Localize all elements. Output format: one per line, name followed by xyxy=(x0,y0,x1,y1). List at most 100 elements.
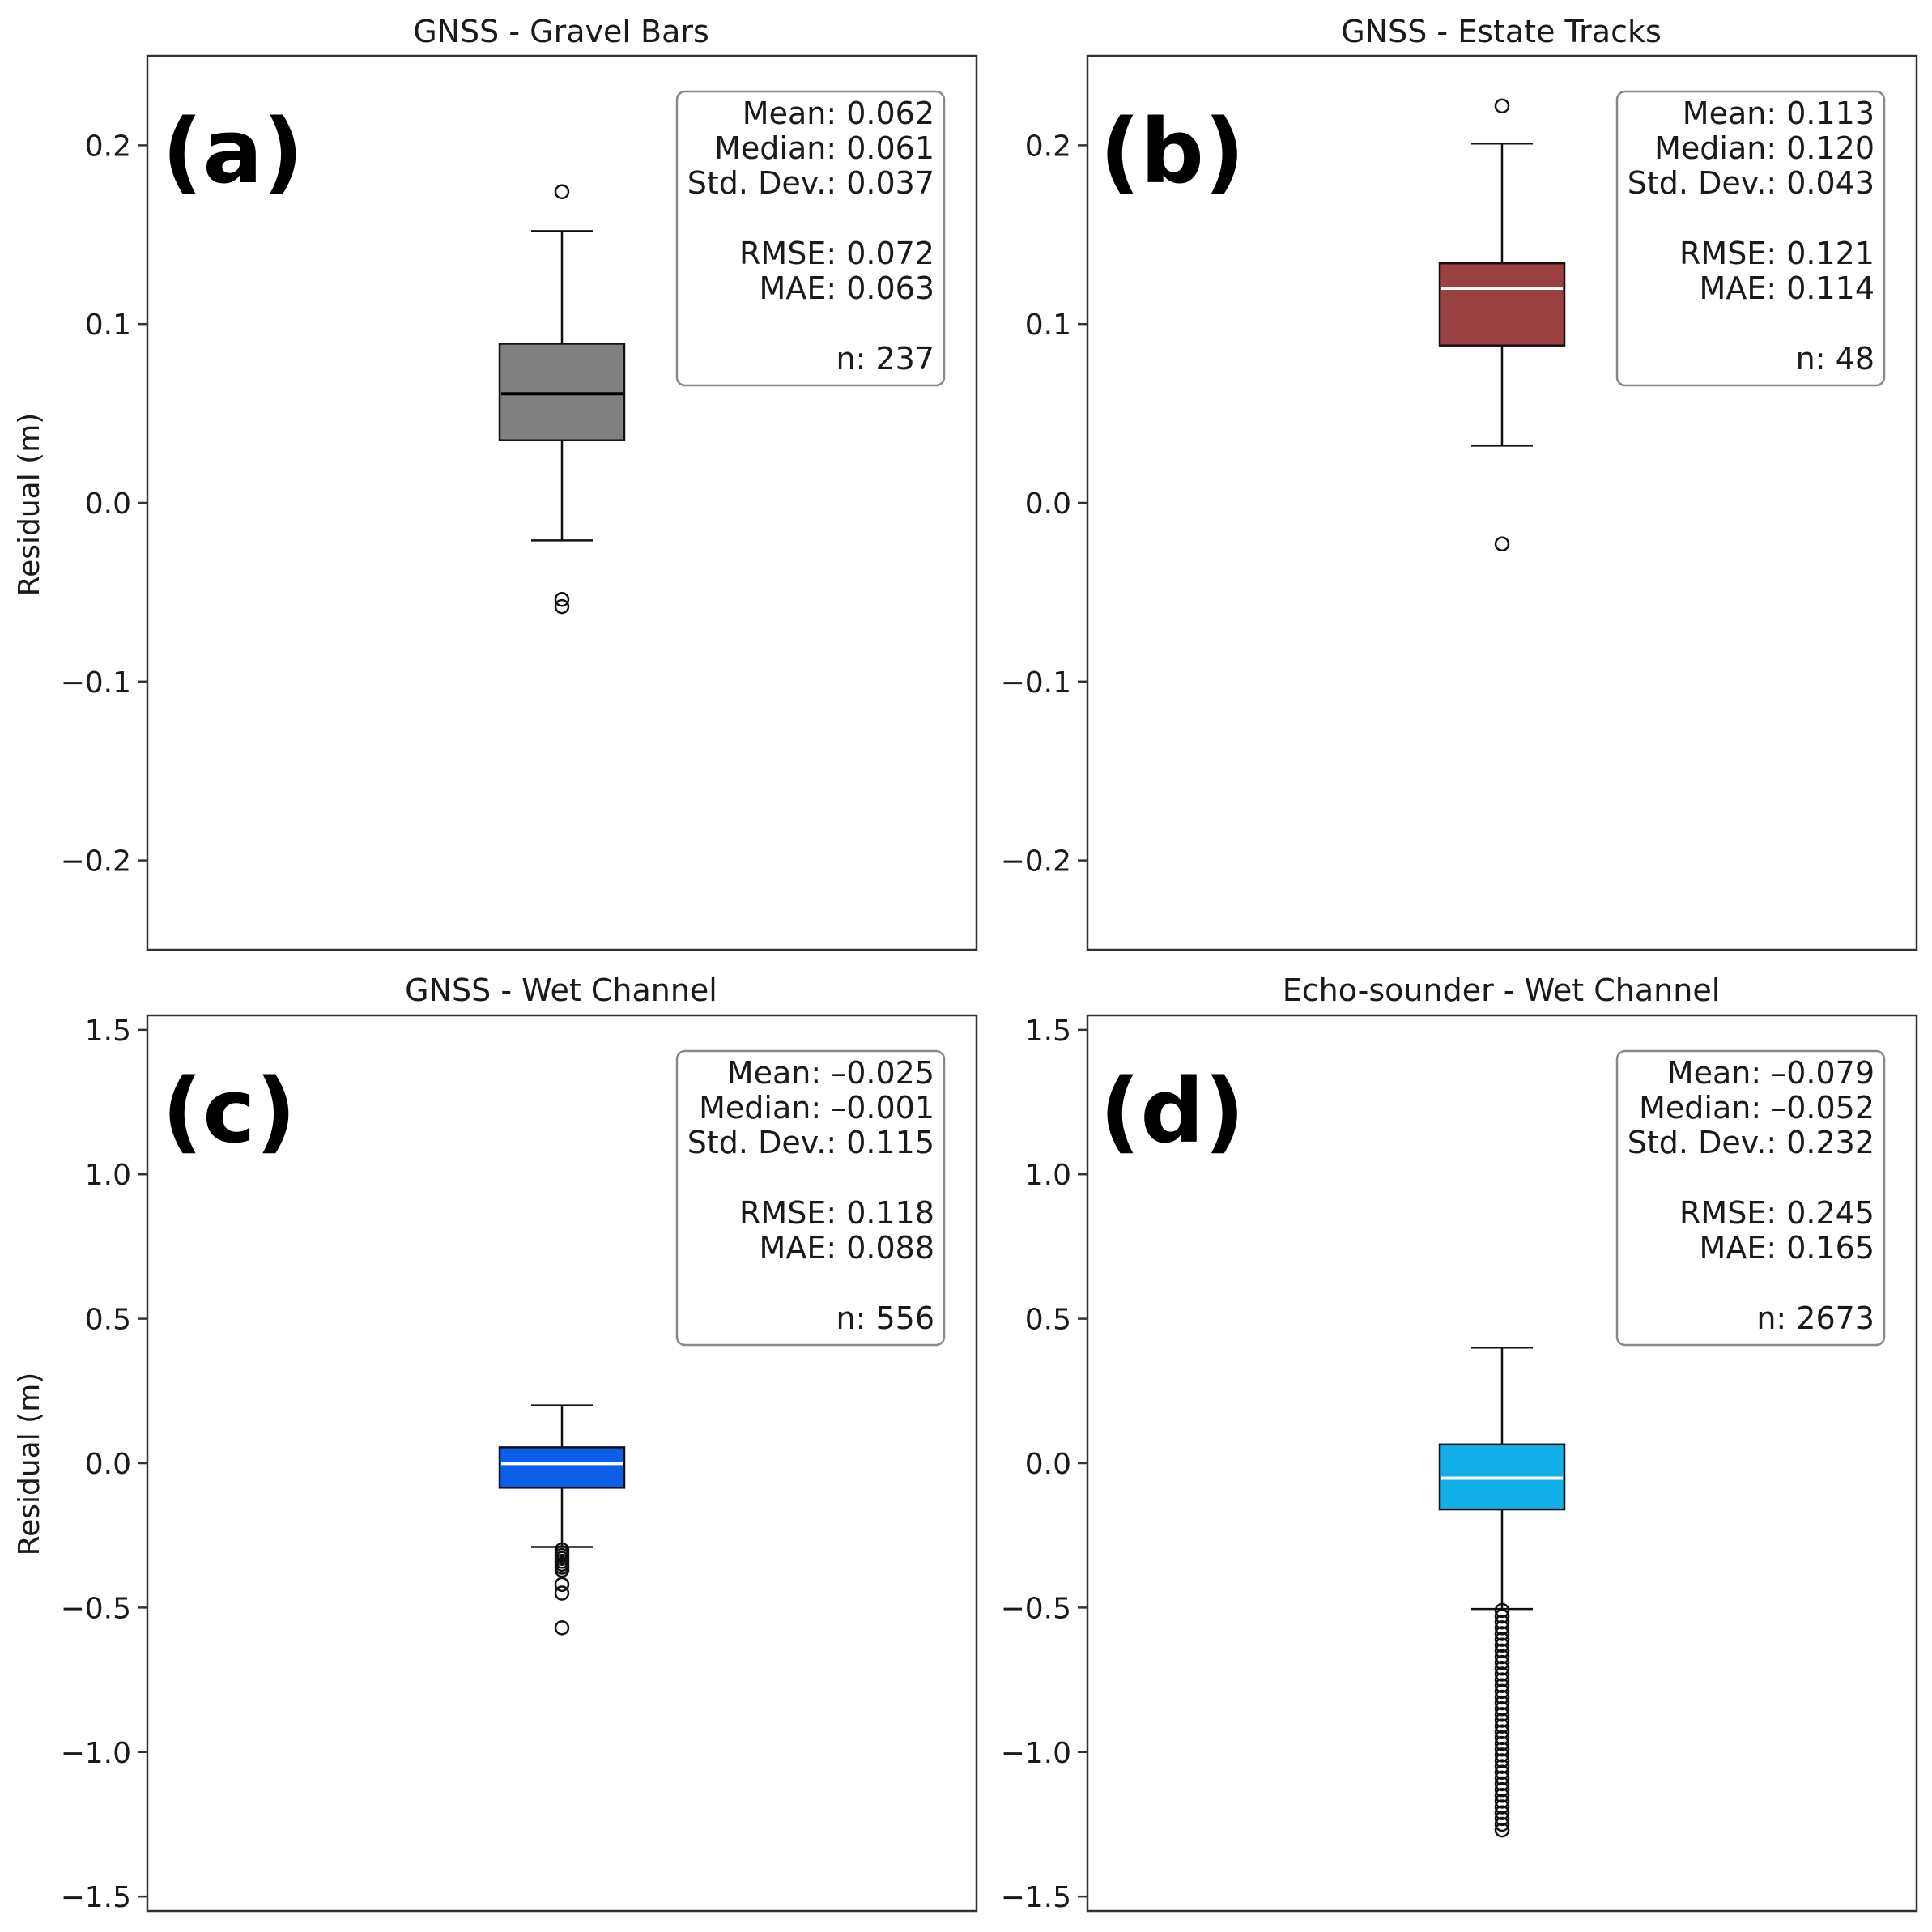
outlier-point xyxy=(1494,1735,1510,1751)
stats-n: n: 237 xyxy=(836,341,935,377)
y-axis-label: Residual (m) xyxy=(13,413,46,597)
outlier-point xyxy=(1494,1707,1510,1722)
outlier-point xyxy=(1494,1794,1510,1809)
outlier-point xyxy=(1494,1602,1510,1619)
outlier-point xyxy=(1494,1764,1510,1780)
stats-mean: Mean: 0.062 xyxy=(743,96,934,131)
outlier-point xyxy=(1494,1632,1510,1647)
outlier-point xyxy=(1494,1683,1510,1700)
outlier-point xyxy=(554,1620,570,1636)
panel-label: (c) xyxy=(162,1059,296,1163)
outlier-point xyxy=(1494,1776,1510,1792)
y-tick-label: −0.5 xyxy=(1001,1592,1071,1625)
outlier-point xyxy=(1494,1643,1510,1659)
stats-n: n: 556 xyxy=(836,1300,935,1336)
outlier-point xyxy=(1494,1678,1510,1693)
y-tick-label: 0.0 xyxy=(85,1448,131,1481)
stats-std-dev: Std. Dev.: 0.043 xyxy=(1628,165,1875,201)
outlier-point xyxy=(1494,1747,1510,1763)
stats-mean: Mean: –0.025 xyxy=(727,1055,934,1091)
panel-title: GNSS - Wet Channel xyxy=(405,972,717,1008)
stats-std-dev: Std. Dev.: 0.037 xyxy=(687,165,934,201)
stats-median: Median: 0.061 xyxy=(714,130,934,166)
iqr-box xyxy=(1438,262,1566,347)
y-tick-label: −0.2 xyxy=(1001,845,1071,879)
y-tick-label: 0.5 xyxy=(85,1304,131,1337)
stats-rmse: RMSE: 0.121 xyxy=(1679,236,1875,271)
plot-frame xyxy=(1086,54,1918,951)
outlier-point xyxy=(1494,1816,1510,1832)
y-tick-label: −1.5 xyxy=(1001,1881,1071,1914)
y-tick-label: −1.0 xyxy=(61,1737,131,1770)
outlier-point xyxy=(1494,1701,1510,1717)
y-ticks: −0.2 −0.1 0.0 0.1 0.2 xyxy=(61,130,147,879)
outlier-point xyxy=(1494,1608,1510,1624)
outlier-point xyxy=(1494,1672,1510,1687)
stats-box: Mean: –0.025 Median: –0.001 Std. Dev.: 0… xyxy=(675,1049,946,1347)
stats-box-frame xyxy=(1615,90,1886,387)
outlier-point xyxy=(554,184,570,200)
y-tick-label: 1.0 xyxy=(1025,1159,1071,1192)
box-plot xyxy=(498,1404,626,1636)
outlier-point xyxy=(1494,1805,1510,1820)
outlier-point xyxy=(1494,1811,1510,1827)
y-tick-label: −0.5 xyxy=(61,1592,131,1625)
outlier-point xyxy=(1494,1649,1510,1665)
stats-std-dev: Std. Dev.: 0.115 xyxy=(687,1125,934,1160)
stats-mae: MAE: 0.063 xyxy=(760,270,934,306)
panel-title: Echo-sounder - Wet Channel xyxy=(1283,972,1721,1008)
stats-n: n: 2673 xyxy=(1756,1300,1875,1336)
outlier-point xyxy=(1494,1666,1510,1682)
stats-mean: Mean: –0.079 xyxy=(1667,1055,1875,1091)
stats-rmse: RMSE: 0.118 xyxy=(739,1195,934,1231)
y-ticks: −0.2 −0.1 0.0 0.1 0.2 xyxy=(1001,130,1087,879)
outlier-point xyxy=(1494,1620,1510,1636)
outlier-point xyxy=(1494,1724,1510,1740)
panel-a: GNSS - Gravel Bars Residual (m) −0.2 −0.1… xyxy=(13,14,978,951)
outlier-point xyxy=(1494,1713,1510,1728)
outlier-point xyxy=(1494,1637,1510,1653)
stats-box-frame xyxy=(675,1049,946,1347)
stats-n: n: 48 xyxy=(1796,341,1875,377)
outlier-point xyxy=(1494,1741,1510,1757)
y-tick-label: −1.5 xyxy=(61,1881,131,1914)
stats-box: Mean: 0.062 Median: 0.061 Std. Dev.: 0.0… xyxy=(675,90,946,387)
outlier-point xyxy=(1494,1822,1510,1838)
panel-c: GNSS - Wet Channel Residual (m) −1.5 −1.0… xyxy=(13,972,978,1914)
outlier-point xyxy=(1494,1689,1510,1705)
y-tick-label: 1.5 xyxy=(1025,1015,1071,1048)
plot-frame xyxy=(146,54,978,951)
iqr-box xyxy=(498,343,626,441)
outlier-point xyxy=(1494,1614,1510,1630)
panel-d: Echo-sounder - Wet Channel −1.5 −1.0 −0.5 0… xyxy=(1001,972,1918,1914)
stats-box-frame xyxy=(1615,1049,1886,1347)
outlier-point xyxy=(1494,1788,1510,1803)
y-tick-label: 0.0 xyxy=(1025,1448,1071,1481)
outlier-point xyxy=(1494,98,1510,114)
y-tick-label: −0.1 xyxy=(61,666,131,700)
outlier-point xyxy=(1494,1799,1510,1815)
outlier-point xyxy=(554,1585,570,1601)
outlier-point xyxy=(554,1562,570,1578)
y-tick-label: 0.2 xyxy=(1025,130,1071,163)
box-plot xyxy=(1438,1347,1566,1838)
y-tick-label: 1.5 xyxy=(85,1015,131,1048)
y-tick-label: 0.5 xyxy=(1025,1304,1071,1337)
outlier-point xyxy=(554,598,570,615)
stats-mae: MAE: 0.088 xyxy=(760,1230,934,1266)
outlier-point xyxy=(1494,1730,1510,1746)
stats-box-frame xyxy=(675,90,946,387)
stats-mae: MAE: 0.165 xyxy=(1700,1230,1875,1266)
outlier-point xyxy=(1494,1770,1510,1786)
stats-median: Median: 0.120 xyxy=(1654,130,1875,166)
y-axis-label: Residual (m) xyxy=(13,1372,46,1556)
outlier-point xyxy=(1494,1654,1510,1670)
outlier-point xyxy=(554,1577,570,1593)
outlier-point xyxy=(1494,1661,1510,1676)
panel-b: GNSS - Estate Tracks −0.2 −0.1 0.0 0.1 0.2 (… xyxy=(1001,14,1918,951)
outlier-point xyxy=(1494,1695,1510,1711)
panel-label: (d) xyxy=(1100,1059,1245,1163)
y-tick-label: 1.0 xyxy=(85,1159,131,1192)
outlier-point xyxy=(1494,1626,1510,1641)
